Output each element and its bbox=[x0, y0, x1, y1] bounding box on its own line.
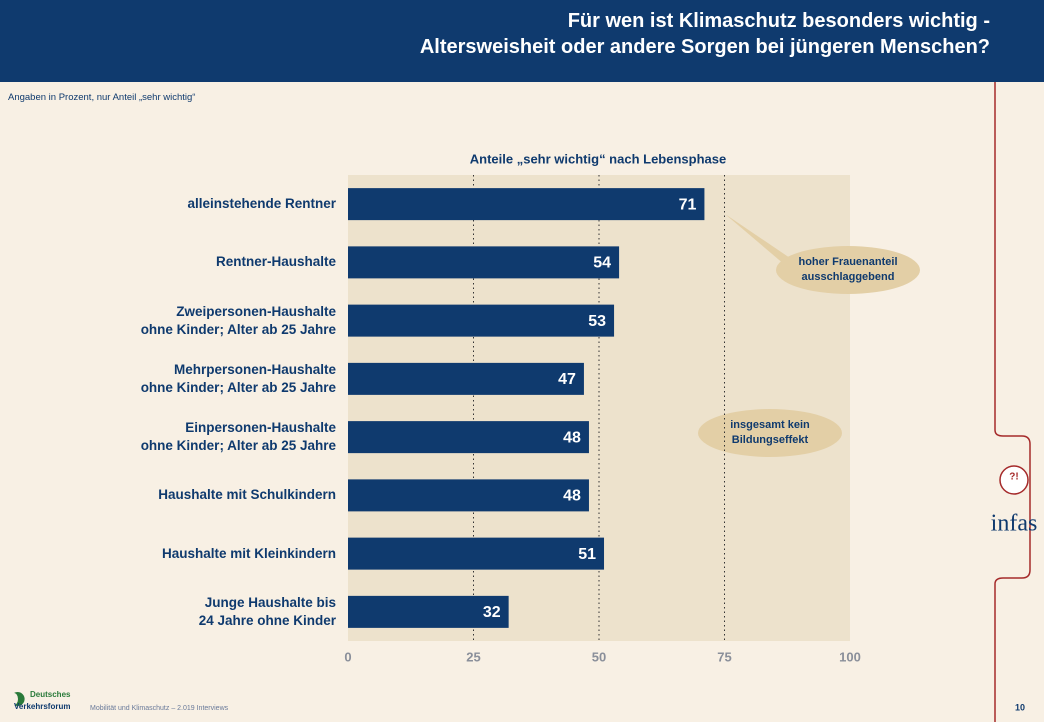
annotation: insgesamt kein Bildungseffekt bbox=[730, 419, 810, 446]
header-band bbox=[0, 0, 1044, 82]
x-tick-label: 50 bbox=[592, 649, 606, 664]
x-tick-label: 25 bbox=[466, 649, 480, 664]
y-tick-label: Zweipersonen-Haushalte ohne Kinder; Alte… bbox=[140, 303, 336, 337]
bar bbox=[348, 362, 584, 395]
bar bbox=[348, 537, 605, 570]
data-label: 47 bbox=[558, 371, 576, 388]
y-tick-label: Junge Haushalte bis 24 Jahre ohne Kinder bbox=[198, 594, 336, 628]
y-tick-label: alleinstehende Rentner bbox=[187, 196, 336, 212]
y-tick-label: Rentner-Haushalte bbox=[215, 254, 336, 270]
y-tick-label: Mehrpersonen-Haushalte ohne Kinder; Alte… bbox=[140, 361, 336, 395]
callout-pointer bbox=[725, 214, 805, 282]
data-label: 51 bbox=[578, 546, 596, 563]
data-label: 32 bbox=[483, 604, 501, 621]
data-label: 53 bbox=[588, 313, 606, 330]
y-tick-label: Haushalte mit Schulkindern bbox=[158, 487, 336, 503]
callout bbox=[776, 246, 920, 294]
y-tick-label: Einpersonen-Haushalte ohne Kinder; Alter… bbox=[140, 420, 336, 454]
callout bbox=[698, 409, 842, 457]
bar bbox=[348, 304, 615, 337]
bar bbox=[348, 246, 620, 279]
page-number: 10 bbox=[1015, 702, 1025, 712]
bar bbox=[348, 421, 589, 454]
logo-text: Deutsches bbox=[30, 690, 71, 699]
logo-icon bbox=[999, 465, 1029, 495]
y-tick-label: Haushalte mit Kleinkindern bbox=[161, 545, 336, 561]
x-tick-label: 75 bbox=[717, 649, 731, 664]
side-bracket bbox=[994, 82, 1031, 722]
brand: infas bbox=[991, 511, 1038, 537]
annotation: hoher Frauenanteil ausschlaggebend bbox=[798, 256, 898, 283]
bar bbox=[348, 479, 589, 512]
data-label: 48 bbox=[563, 488, 581, 505]
x-tick-label: 0 bbox=[344, 649, 351, 664]
slide-title: Für wen ist Klimaschutz besonders wichti… bbox=[419, 10, 990, 58]
data-label: 48 bbox=[563, 429, 581, 446]
chart-title: Anteile „sehr wichtig“ nach Lebensphase bbox=[470, 151, 726, 166]
data-label: 54 bbox=[593, 255, 611, 272]
footer-text: Mobilität und Klimaschutz – 2.019 Interv… bbox=[90, 705, 229, 712]
bar bbox=[348, 188, 705, 221]
logo-glyph: ?! bbox=[1009, 472, 1018, 483]
x-tick-label: 100 bbox=[839, 649, 861, 664]
bar bbox=[348, 595, 509, 628]
data-label: 71 bbox=[679, 196, 697, 213]
logo-mark bbox=[14, 692, 25, 707]
subtitle: Angaben in Prozent, nur Anteil „sehr wic… bbox=[8, 92, 196, 103]
logo-text: Verkehrsforum bbox=[14, 702, 70, 711]
